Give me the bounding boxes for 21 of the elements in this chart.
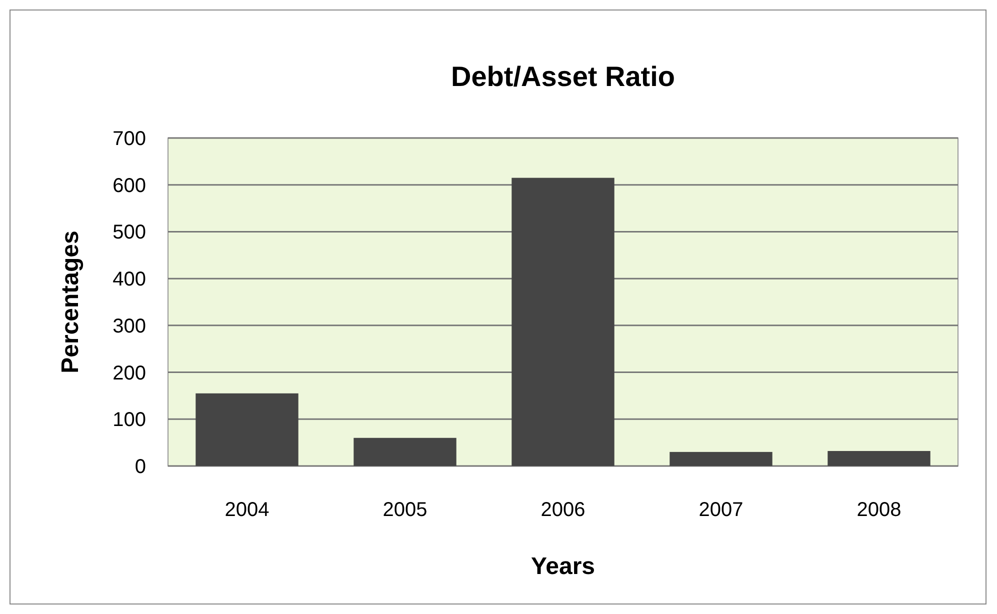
bar: [828, 451, 930, 466]
y-tick-label: 0: [134, 456, 146, 478]
bar: [670, 452, 772, 466]
chart-title: Debt/Asset Ratio: [450, 61, 676, 92]
y-tick-label: 600: [112, 174, 146, 197]
y-tick-label: 100: [112, 409, 146, 432]
bar: [196, 393, 298, 466]
x-tick-label: 2004: [224, 499, 270, 521]
y-tick-label: 200: [112, 362, 146, 384]
x-tick-label: 2005: [382, 499, 428, 521]
bar: [512, 178, 614, 466]
x-tick-label: 2006: [540, 499, 586, 521]
y-axis-title: Percentages: [57, 230, 84, 374]
y-tick-label: 400: [112, 268, 146, 291]
y-tick-label: 300: [112, 315, 146, 338]
bar: [354, 438, 456, 466]
y-tick-label: 700: [112, 128, 146, 150]
x-axis-title: Years: [530, 553, 596, 580]
x-tick-label: 2008: [856, 499, 902, 521]
y-tick-label: 500: [112, 222, 146, 244]
x-tick-label: 2007: [698, 499, 744, 521]
